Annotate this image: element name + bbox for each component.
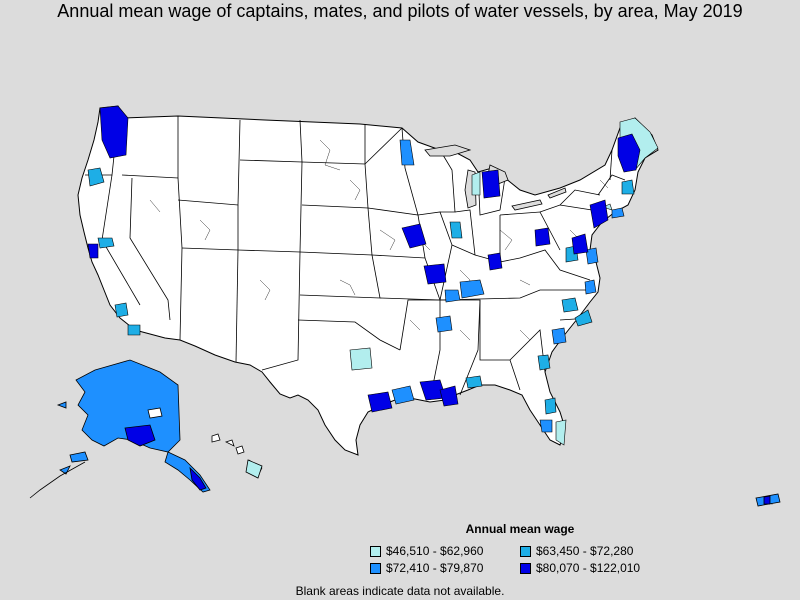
legend: Annual mean wage $46,510 - $62,960 $63,4… [370,522,670,575]
alaska [29,359,211,499]
legend-swatch-3 [370,562,381,574]
puerto-rico [755,493,781,507]
legend-swatch-1 [370,545,381,557]
hawaii [211,433,263,479]
legend-label-4: $80,070 - $122,010 [536,561,641,575]
map-title: Annual mean wage of captains, mates, and… [57,1,743,21]
legend-swatch-2 [520,545,531,557]
legend-item-1: $46,510 - $62,960 [370,544,520,558]
areas-72410-79870 [391,139,625,433]
legend-label-1: $46,510 - $62,960 [386,544,484,558]
no-data-note: Blank areas indicate data not available. [295,584,505,598]
legend-swatch-4 [520,562,531,574]
legend-item-2: $63,450 - $72,280 [520,544,670,558]
legend-item-3: $72,410 - $79,870 [370,561,520,575]
legend-item-4: $80,070 - $122,010 [520,561,670,575]
legend-label-3: $72,410 - $79,870 [386,561,484,575]
legend-label-2: $63,450 - $72,280 [536,544,634,558]
areas-63450-72280 [87,167,635,415]
legend-title: Annual mean wage [465,522,575,536]
